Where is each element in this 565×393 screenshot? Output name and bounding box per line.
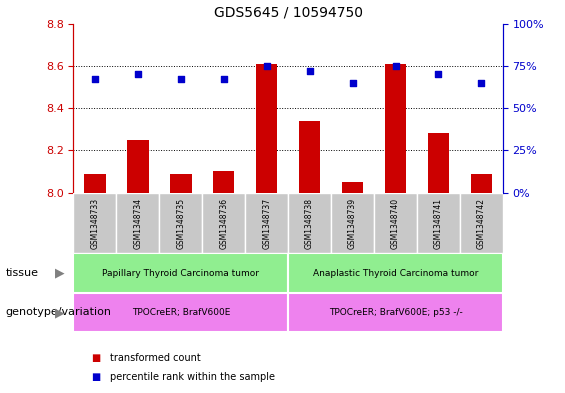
Point — [434, 71, 443, 77]
Bar — [170, 174, 192, 193]
Bar — [460, 193, 503, 253]
Bar — [116, 193, 159, 253]
Point — [477, 80, 486, 86]
Bar — [245, 193, 288, 253]
Text: Papillary Thyroid Carcinoma tumor: Papillary Thyroid Carcinoma tumor — [102, 269, 259, 277]
Point — [133, 71, 142, 77]
Bar — [288, 253, 503, 293]
Point — [90, 76, 99, 83]
Bar — [385, 64, 406, 193]
Point — [305, 68, 314, 74]
Text: GSM1348736: GSM1348736 — [219, 197, 228, 249]
Text: GSM1348734: GSM1348734 — [133, 197, 142, 249]
Text: GSM1348741: GSM1348741 — [434, 198, 443, 248]
Bar — [374, 193, 417, 253]
Text: TPOCreER; BrafV600E: TPOCreER; BrafV600E — [132, 308, 230, 317]
Text: GSM1348740: GSM1348740 — [391, 197, 400, 249]
Text: transformed count: transformed count — [110, 353, 201, 363]
Bar — [288, 193, 331, 253]
Text: GSM1348738: GSM1348738 — [305, 198, 314, 248]
Bar — [202, 193, 245, 253]
Bar — [342, 182, 363, 193]
Text: GSM1348739: GSM1348739 — [348, 197, 357, 249]
Bar — [73, 193, 116, 253]
Bar — [84, 174, 106, 193]
Bar — [73, 253, 288, 293]
Text: GSM1348733: GSM1348733 — [90, 197, 99, 249]
Text: GSM1348737: GSM1348737 — [262, 197, 271, 249]
Text: GSM1348735: GSM1348735 — [176, 197, 185, 249]
Bar — [159, 193, 202, 253]
Point — [219, 76, 228, 83]
Bar — [299, 121, 320, 193]
Bar — [331, 193, 374, 253]
Bar — [213, 171, 234, 193]
Point — [391, 62, 400, 69]
Text: ▶: ▶ — [54, 306, 64, 319]
Bar — [256, 64, 277, 193]
Text: ■: ■ — [92, 372, 101, 382]
Text: percentile rank within the sample: percentile rank within the sample — [110, 372, 275, 382]
Point — [262, 62, 271, 69]
Point — [176, 76, 185, 83]
Text: TPOCreER; BrafV600E; p53 -/-: TPOCreER; BrafV600E; p53 -/- — [329, 308, 462, 317]
Text: ▶: ▶ — [54, 266, 64, 280]
Text: Anaplastic Thyroid Carcinoma tumor: Anaplastic Thyroid Carcinoma tumor — [313, 269, 478, 277]
Bar — [73, 293, 288, 332]
Point — [348, 80, 357, 86]
Bar — [471, 174, 492, 193]
Title: GDS5645 / 10594750: GDS5645 / 10594750 — [214, 6, 363, 20]
Text: ■: ■ — [92, 353, 101, 363]
Text: genotype/variation: genotype/variation — [6, 307, 112, 318]
Text: tissue: tissue — [6, 268, 38, 278]
Bar — [127, 140, 149, 193]
Bar — [417, 193, 460, 253]
Text: GSM1348742: GSM1348742 — [477, 198, 486, 248]
Bar — [428, 134, 449, 193]
Bar — [288, 293, 503, 332]
